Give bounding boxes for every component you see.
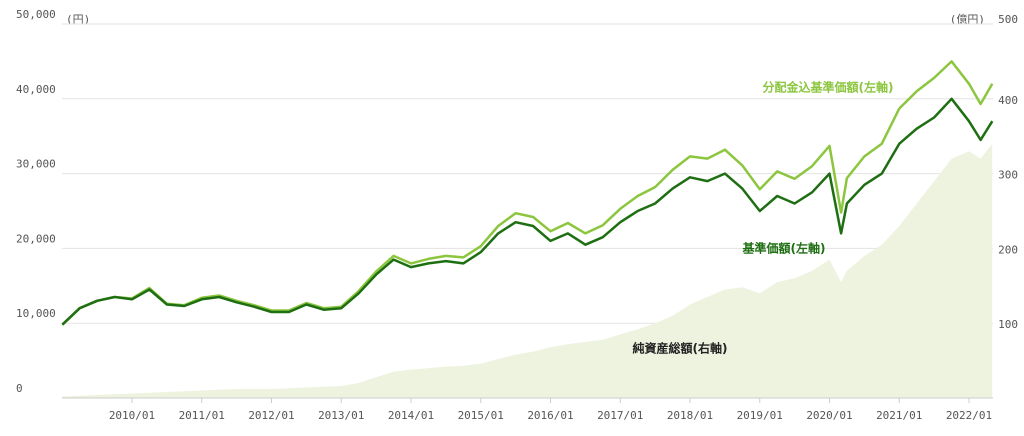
y2-tick-label: 200 — [998, 243, 1018, 256]
x-tick-label: 2018/01 — [667, 409, 713, 422]
y-tick-label: 20,000 — [16, 232, 56, 245]
x-tick-label: 2022/01 — [946, 409, 992, 422]
series-label: 基準価額(左軸) — [742, 241, 826, 256]
x-tick-label: 2012/01 — [248, 409, 294, 422]
y-tick-label: 0 — [16, 382, 23, 395]
line — [61, 97, 994, 326]
y2-tick-label: 100 — [998, 318, 1018, 331]
y2-tick-label: 400 — [998, 94, 1018, 107]
y2-tick-label: 500 — [998, 13, 1018, 26]
x-tick-label: 2014/01 — [388, 409, 434, 422]
y-tick-label: 30,000 — [16, 158, 56, 171]
x-tick-label: 2015/01 — [458, 409, 504, 422]
x-tick-label: 2020/01 — [806, 409, 852, 422]
y2-unit: (億円) — [950, 13, 985, 26]
x-tick-label: 2019/01 — [737, 409, 783, 422]
y-tick-label: 10,000 — [16, 307, 56, 320]
x-tick-label: 2013/01 — [318, 409, 364, 422]
x-tick-label: 2021/01 — [876, 409, 922, 422]
x-tick-label: 2010/01 — [109, 409, 155, 422]
series-label: 純資産総額(右軸) — [633, 341, 728, 356]
area — [62, 143, 993, 398]
y-tick-label: 50,000 — [16, 8, 56, 21]
x-tick-label: 2017/01 — [597, 409, 643, 422]
y-tick-label: 40,000 — [16, 83, 56, 96]
y2-tick-label: 300 — [998, 169, 1018, 182]
line — [61, 60, 994, 326]
series-label: 分配金込基準価額(左軸) — [763, 80, 894, 95]
x-tick-label: 2016/01 — [527, 409, 573, 422]
y-unit: (円) — [66, 13, 90, 26]
x-tick-label: 2011/01 — [179, 409, 225, 422]
